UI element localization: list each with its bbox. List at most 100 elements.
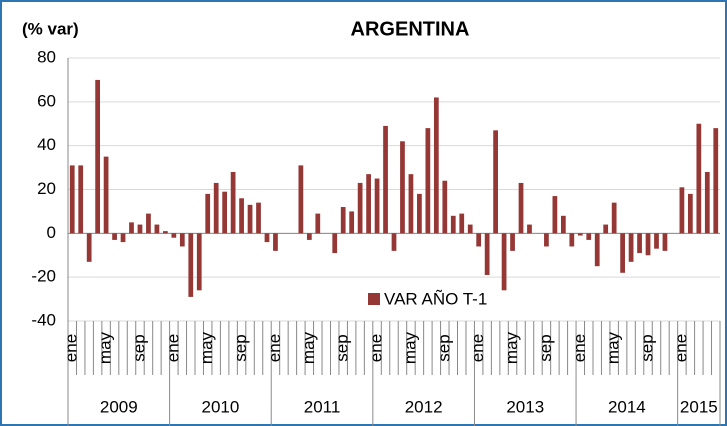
bar <box>425 128 431 234</box>
bar <box>179 233 185 247</box>
bar <box>374 178 380 234</box>
bar <box>484 233 490 275</box>
y-axis-label: (% var) <box>22 19 79 38</box>
chart-title: ARGENTINA <box>351 18 470 40</box>
y-tick-label: -20 <box>31 267 56 286</box>
bar <box>340 207 346 234</box>
bar <box>704 171 710 234</box>
bar <box>78 165 84 234</box>
bar <box>95 79 101 234</box>
bar <box>213 182 219 234</box>
bar <box>417 193 422 234</box>
bar <box>129 222 134 234</box>
bar <box>239 198 244 234</box>
bar <box>654 233 659 249</box>
x-group-label: 2009 <box>100 397 138 416</box>
bar <box>577 233 583 236</box>
x-tick-label: may <box>96 331 115 364</box>
bar <box>459 213 465 234</box>
x-tick-label: sep <box>638 334 657 361</box>
x-tick-label: ene <box>265 334 284 362</box>
x-tick-label: sep <box>129 334 148 361</box>
bar <box>349 211 355 234</box>
bar <box>628 233 634 262</box>
bar <box>467 224 473 234</box>
bar <box>137 224 143 234</box>
bar <box>476 233 482 247</box>
bar <box>332 233 338 254</box>
bar <box>527 224 532 234</box>
bar <box>645 233 651 256</box>
y-tick-label: 80 <box>37 47 56 66</box>
x-group-label: 2011 <box>304 397 341 416</box>
bar <box>86 233 92 262</box>
bar <box>713 128 719 234</box>
y-tick-label: 40 <box>37 135 56 154</box>
x-tick-label: sep <box>434 334 453 361</box>
bar <box>560 215 566 234</box>
bar <box>637 233 642 254</box>
bar <box>450 215 456 234</box>
x-group-label: 2014 <box>608 397 646 416</box>
x-tick-label: ene <box>62 334 81 362</box>
x-tick-label: ene <box>570 334 589 362</box>
bar <box>306 233 312 240</box>
x-tick-label: may <box>197 331 216 364</box>
bar <box>501 233 507 291</box>
x-group-label: 2012 <box>405 397 443 416</box>
bar <box>687 193 693 234</box>
x-tick-label: may <box>400 331 419 364</box>
bar <box>273 233 278 251</box>
x-tick-label: sep <box>536 334 555 361</box>
x-tick-label: may <box>502 331 521 364</box>
y-tick-label: 0 <box>47 223 56 242</box>
bar <box>196 233 202 291</box>
x-tick-label: may <box>299 331 318 364</box>
bar <box>69 165 75 234</box>
bar <box>315 213 321 234</box>
bar <box>171 233 177 238</box>
bar <box>154 224 160 234</box>
bar <box>222 191 228 234</box>
bar <box>298 165 304 234</box>
y-tick-label: 60 <box>37 91 56 110</box>
x-tick-label: sep <box>333 334 352 361</box>
bar <box>408 174 414 234</box>
bar <box>146 213 151 234</box>
x-tick-label: ene <box>468 334 487 362</box>
y-tick-label: 20 <box>37 179 56 198</box>
legend-label: VAR AÑO T-1 <box>384 289 487 308</box>
bar <box>103 156 109 234</box>
bar <box>442 180 448 234</box>
bar <box>510 233 515 251</box>
bar <box>586 233 592 240</box>
bar <box>518 182 524 234</box>
bar <box>264 233 270 243</box>
bar <box>357 182 363 234</box>
x-tick-label: ene <box>671 334 690 362</box>
bar <box>620 233 625 273</box>
x-tick-label: ene <box>163 334 182 362</box>
bar <box>205 193 211 234</box>
x-tick-label: sep <box>231 334 250 361</box>
bar <box>552 196 558 234</box>
bar <box>493 130 498 234</box>
x-tick-label: may <box>604 331 623 364</box>
x-group-label: 2010 <box>202 397 240 416</box>
bar <box>163 231 168 234</box>
bar <box>247 204 253 234</box>
bar <box>188 233 194 297</box>
bar <box>383 125 388 234</box>
bar <box>696 123 702 234</box>
x-group-label: 2015 <box>680 397 718 416</box>
bar <box>256 202 261 234</box>
bar <box>611 202 617 234</box>
bar <box>433 97 439 234</box>
x-tick-label: ene <box>367 334 386 362</box>
bar <box>679 187 685 234</box>
bar <box>400 141 405 234</box>
bar <box>603 224 609 234</box>
bar <box>544 233 549 247</box>
bar <box>569 233 575 247</box>
